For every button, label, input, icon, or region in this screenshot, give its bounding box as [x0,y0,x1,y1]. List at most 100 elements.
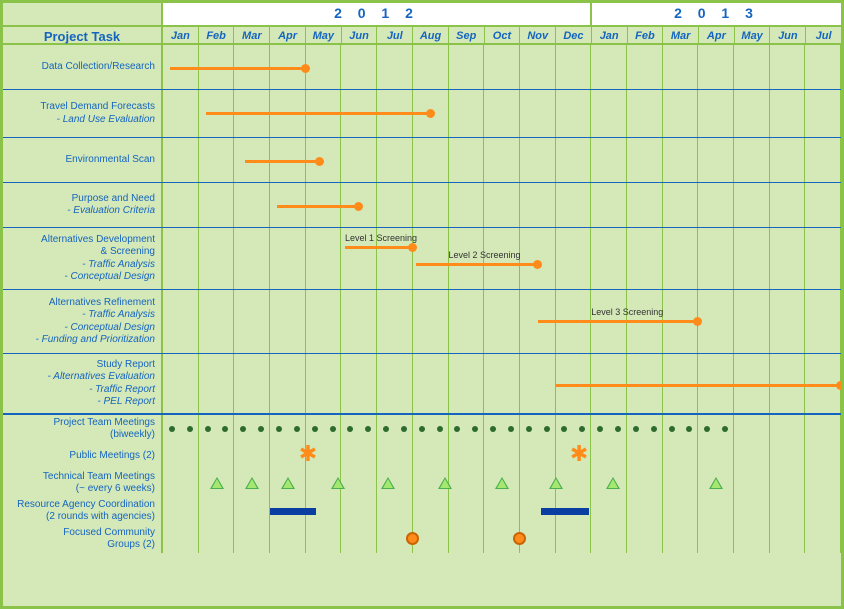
header-label: Project Task [3,27,163,43]
years-header: 2 0 1 22 0 1 3 [3,3,841,25]
meeting-label: Resource Agency Coordination(2 rounds wi… [3,497,163,525]
meeting-dot-icon [437,426,443,432]
meeting-label: Focused CommunityGroups (2) [3,525,163,553]
meeting-dot-icon [508,426,514,432]
meeting-dot-icon [383,426,389,432]
meeting-label: Public Meetings (2) [3,443,163,469]
month-cell: Jan [592,27,628,43]
gantt-bar [345,246,413,249]
meeting-dot-icon [187,426,193,432]
meeting-dot-icon [330,426,336,432]
task-label: Alternatives Refinement- Traffic Analysi… [3,290,163,353]
gantt-bar [245,160,320,163]
meeting-dot-icon [615,426,621,432]
month-cell: Jun [342,27,378,43]
task-row: Study Report- Alternatives Evaluation- T… [3,354,841,414]
months-header: Project Task JanFebMarAprMayJunJulAugSep… [3,25,841,45]
task-timeline [163,183,841,227]
gantt-bar [556,384,841,387]
month-cell: Mar [234,27,270,43]
month-cell: Mar [663,27,699,43]
month-cell: Aug [413,27,449,43]
task-timeline: Level 1 ScreeningLevel 2 Screening [163,228,841,289]
task-label: Data Collection/Research [3,45,163,89]
triangle-icon [549,477,563,489]
gantt-bar [416,263,537,266]
month-cell: May [735,27,771,43]
star-icon: ✱ [299,443,317,465]
month-cell: May [306,27,342,43]
tasks-area: Data Collection/ResearchTravel Demand Fo… [3,45,841,414]
meeting-row: Resource Agency Coordination(2 rounds wi… [3,497,841,525]
task-row: Travel Demand Forecasts- Land Use Evalua… [3,90,841,138]
gantt-bar [277,205,359,208]
agency-bar [270,508,316,515]
meeting-dot-icon [401,426,407,432]
meeting-row: Focused CommunityGroups (2) [3,525,841,553]
task-timeline [163,45,841,89]
month-cell: Apr [270,27,306,43]
task-timeline [163,90,841,137]
gantt-bar [170,67,306,70]
meeting-dot-icon [312,426,318,432]
star-icon: ✱ [570,443,588,465]
year-cell: 2 0 1 2 [163,3,592,25]
agency-bar [541,508,589,515]
task-timeline: Level 3 Screening [163,290,841,353]
meeting-timeline [163,525,841,553]
triangle-icon [281,477,295,489]
year-cell: 2 0 1 3 [592,3,841,25]
meeting-dot-icon [294,426,300,432]
meeting-dot-icon [633,426,639,432]
task-label: Study Report- Alternatives Evaluation- T… [3,354,163,413]
month-cell: Dec [556,27,592,43]
meeting-dot-icon [544,426,550,432]
meeting-dot-icon [669,426,675,432]
bar-label: Level 2 Screening [448,250,520,260]
meetings-area: Project Team Meetings(biweekly)Public Me… [3,414,841,553]
bar-label: Level 3 Screening [591,307,663,317]
meeting-row: Public Meetings (2)✱✱ [3,443,841,469]
month-cell: Oct [485,27,521,43]
month-cell: Jul [806,27,841,43]
triangle-icon [331,477,345,489]
meeting-dot-icon [276,426,282,432]
meeting-label: Technical Team Meetings(~ every 6 weeks) [3,469,163,497]
meeting-label: Project Team Meetings(biweekly) [3,415,163,443]
month-cell: Jan [163,27,199,43]
task-row: Data Collection/Research [3,45,841,90]
task-row: Environmental Scan [3,138,841,183]
task-row: Purpose and Need- Evaluation Criteria [3,183,841,228]
triangle-icon [245,477,259,489]
gantt-bar [206,112,431,115]
task-label: Purpose and Need- Evaluation Criteria [3,183,163,227]
month-cell: Nov [520,27,556,43]
task-label: Travel Demand Forecasts- Land Use Evalua… [3,90,163,137]
meeting-dot-icon [169,426,175,432]
meeting-row: Project Team Meetings(biweekly) [3,415,841,443]
meeting-timeline [163,469,841,497]
month-cell: Feb [628,27,664,43]
circle-icon [513,532,526,545]
header-spacer [3,3,163,25]
meeting-timeline: ✱✱ [163,443,841,469]
task-timeline [163,138,841,182]
meeting-dot-icon [419,426,425,432]
meeting-dot-icon [651,426,657,432]
task-label: Alternatives Development& Screening- Tra… [3,228,163,289]
triangle-icon [210,477,224,489]
triangle-icon [495,477,509,489]
month-cell: Jul [377,27,413,43]
meeting-dot-icon [526,426,532,432]
task-timeline [163,354,841,413]
task-row: Alternatives Development& Screening- Tra… [3,228,841,290]
task-row: Alternatives Refinement- Traffic Analysi… [3,290,841,354]
task-label: Environmental Scan [3,138,163,182]
triangle-icon [709,477,723,489]
month-cell: Jun [770,27,806,43]
month-cell: Sep [449,27,485,43]
meeting-row: Technical Team Meetings(~ every 6 weeks) [3,469,841,497]
triangle-icon [381,477,395,489]
triangle-icon [606,477,620,489]
month-cell: Apr [699,27,735,43]
